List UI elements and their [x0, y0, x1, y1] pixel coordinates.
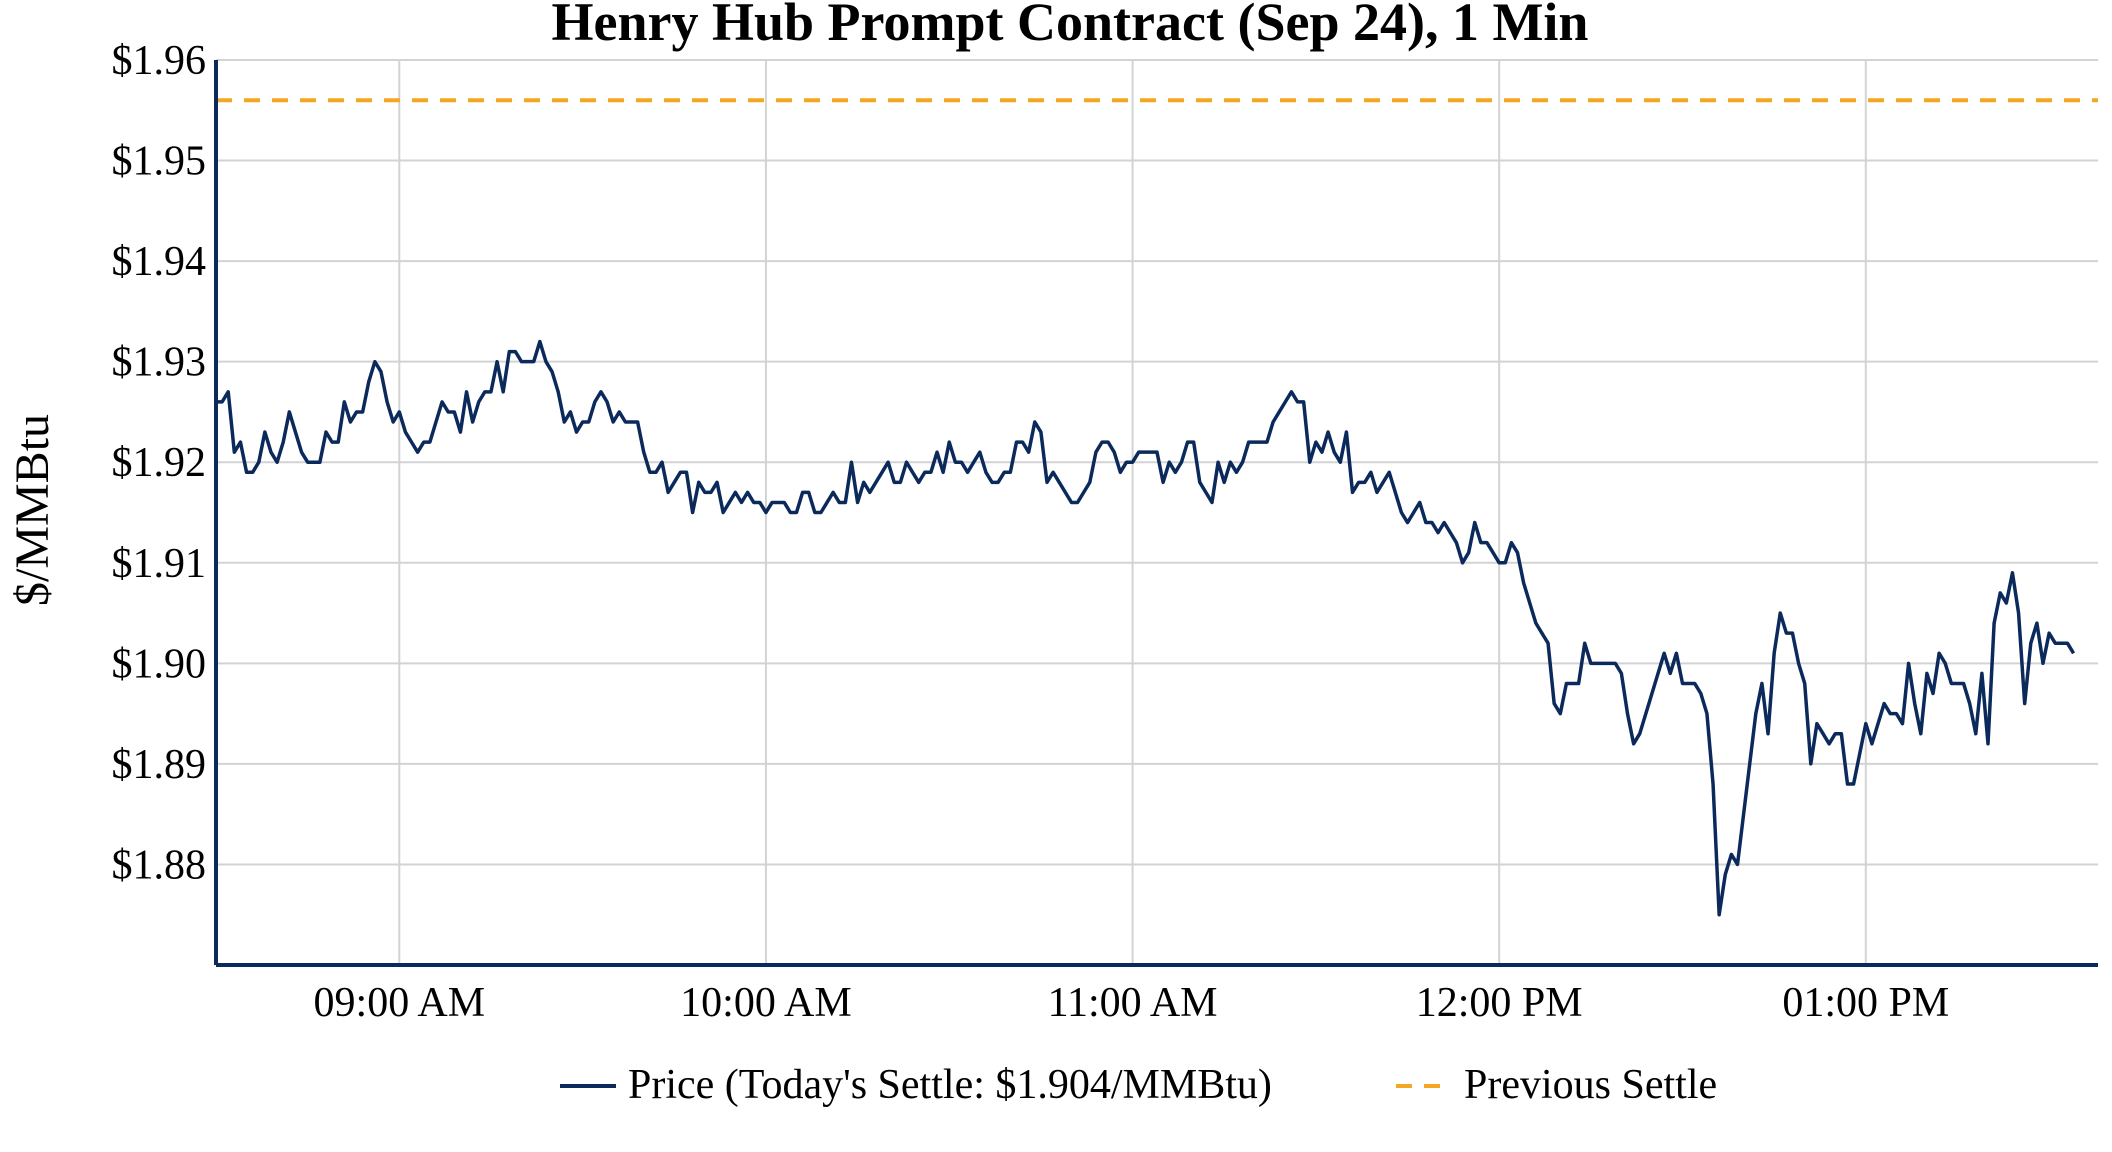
x-tick-label: 10:00 AM: [680, 980, 852, 1026]
y-tick-label: $1.91: [112, 541, 207, 587]
y-tick-label: $1.90: [112, 641, 207, 687]
series-layer: [216, 98, 2098, 917]
y-axis-label: $/MMBtu: [6, 414, 59, 606]
tick-labels: $1.96 $1.95 $1.94 $1.93 $1.92 $1.91 $1.90 $1.89…: [112, 38, 1950, 1026]
y-tick-label: $1.89: [112, 742, 207, 788]
y-tick-label: $1.92: [112, 440, 207, 486]
x-tick-label: 11:00 AM: [1048, 980, 1218, 1026]
legend-label: Previous Settle: [1464, 1062, 1717, 1108]
axes: [214, 60, 2098, 967]
y-tick-label: $1.93: [112, 340, 207, 386]
x-tick-label: 01:00 PM: [1782, 980, 1949, 1026]
chart-title: Henry Hub Prompt Contract (Sep 24), 1 Mi…: [552, 0, 1589, 52]
y-tick-label: $1.94: [112, 239, 207, 285]
gridlines: [216, 59, 2098, 965]
legend-label: Price (Today's Settle: $1.904/MMBtu): [628, 1062, 1272, 1108]
y-tick-label: $1.88: [112, 842, 207, 888]
x-tick-label: 12:00 PM: [1416, 980, 1583, 1026]
x-tick-label: 09:00 AM: [314, 980, 486, 1026]
price-line: [216, 339, 2076, 917]
y-tick-label: $1.96: [112, 38, 207, 84]
y-tick-label: $1.95: [112, 139, 207, 185]
legend: Price (Today's Settle: $1.904/MMBtu) Prev…: [560, 1062, 1717, 1108]
